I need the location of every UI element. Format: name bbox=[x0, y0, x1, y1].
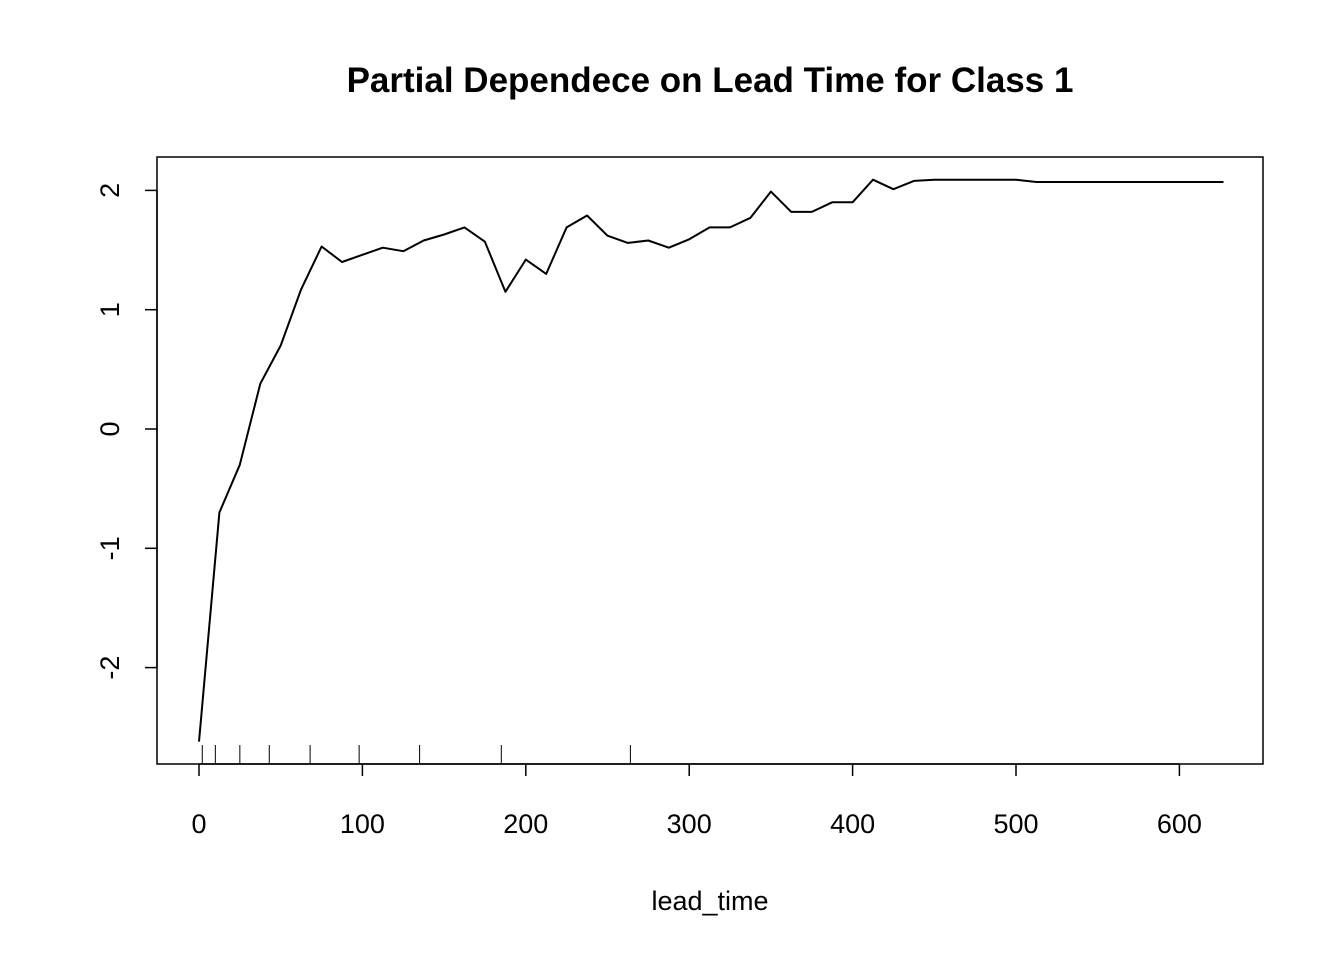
chart-title: Partial Dependece on Lead Time for Class… bbox=[347, 61, 1074, 100]
x-tick-label: 200 bbox=[503, 809, 548, 839]
y-axis: -2 -1 0 1 2 bbox=[95, 183, 158, 680]
x-axis: 0 100 200 300 400 500 600 bbox=[191, 763, 1202, 839]
y-tick-label: 0 bbox=[95, 421, 125, 436]
x-tick-label: 400 bbox=[830, 809, 875, 839]
y-tick-label: -2 bbox=[95, 656, 125, 680]
x-axis-label: lead_time bbox=[651, 886, 768, 916]
y-tick-label: 1 bbox=[95, 302, 125, 317]
x-tick-label: 600 bbox=[1157, 809, 1202, 839]
x-tick-label: 500 bbox=[993, 809, 1038, 839]
y-tick-label: 2 bbox=[95, 183, 125, 198]
series-layer bbox=[198, 178, 1224, 742]
y-tick-label: -1 bbox=[95, 536, 125, 560]
rug-marks bbox=[201, 745, 631, 764]
x-tick-label: 100 bbox=[340, 809, 385, 839]
x-tick-label: 300 bbox=[667, 809, 712, 839]
series-line bbox=[198, 178, 1224, 742]
x-tick-label: 0 bbox=[191, 809, 206, 839]
